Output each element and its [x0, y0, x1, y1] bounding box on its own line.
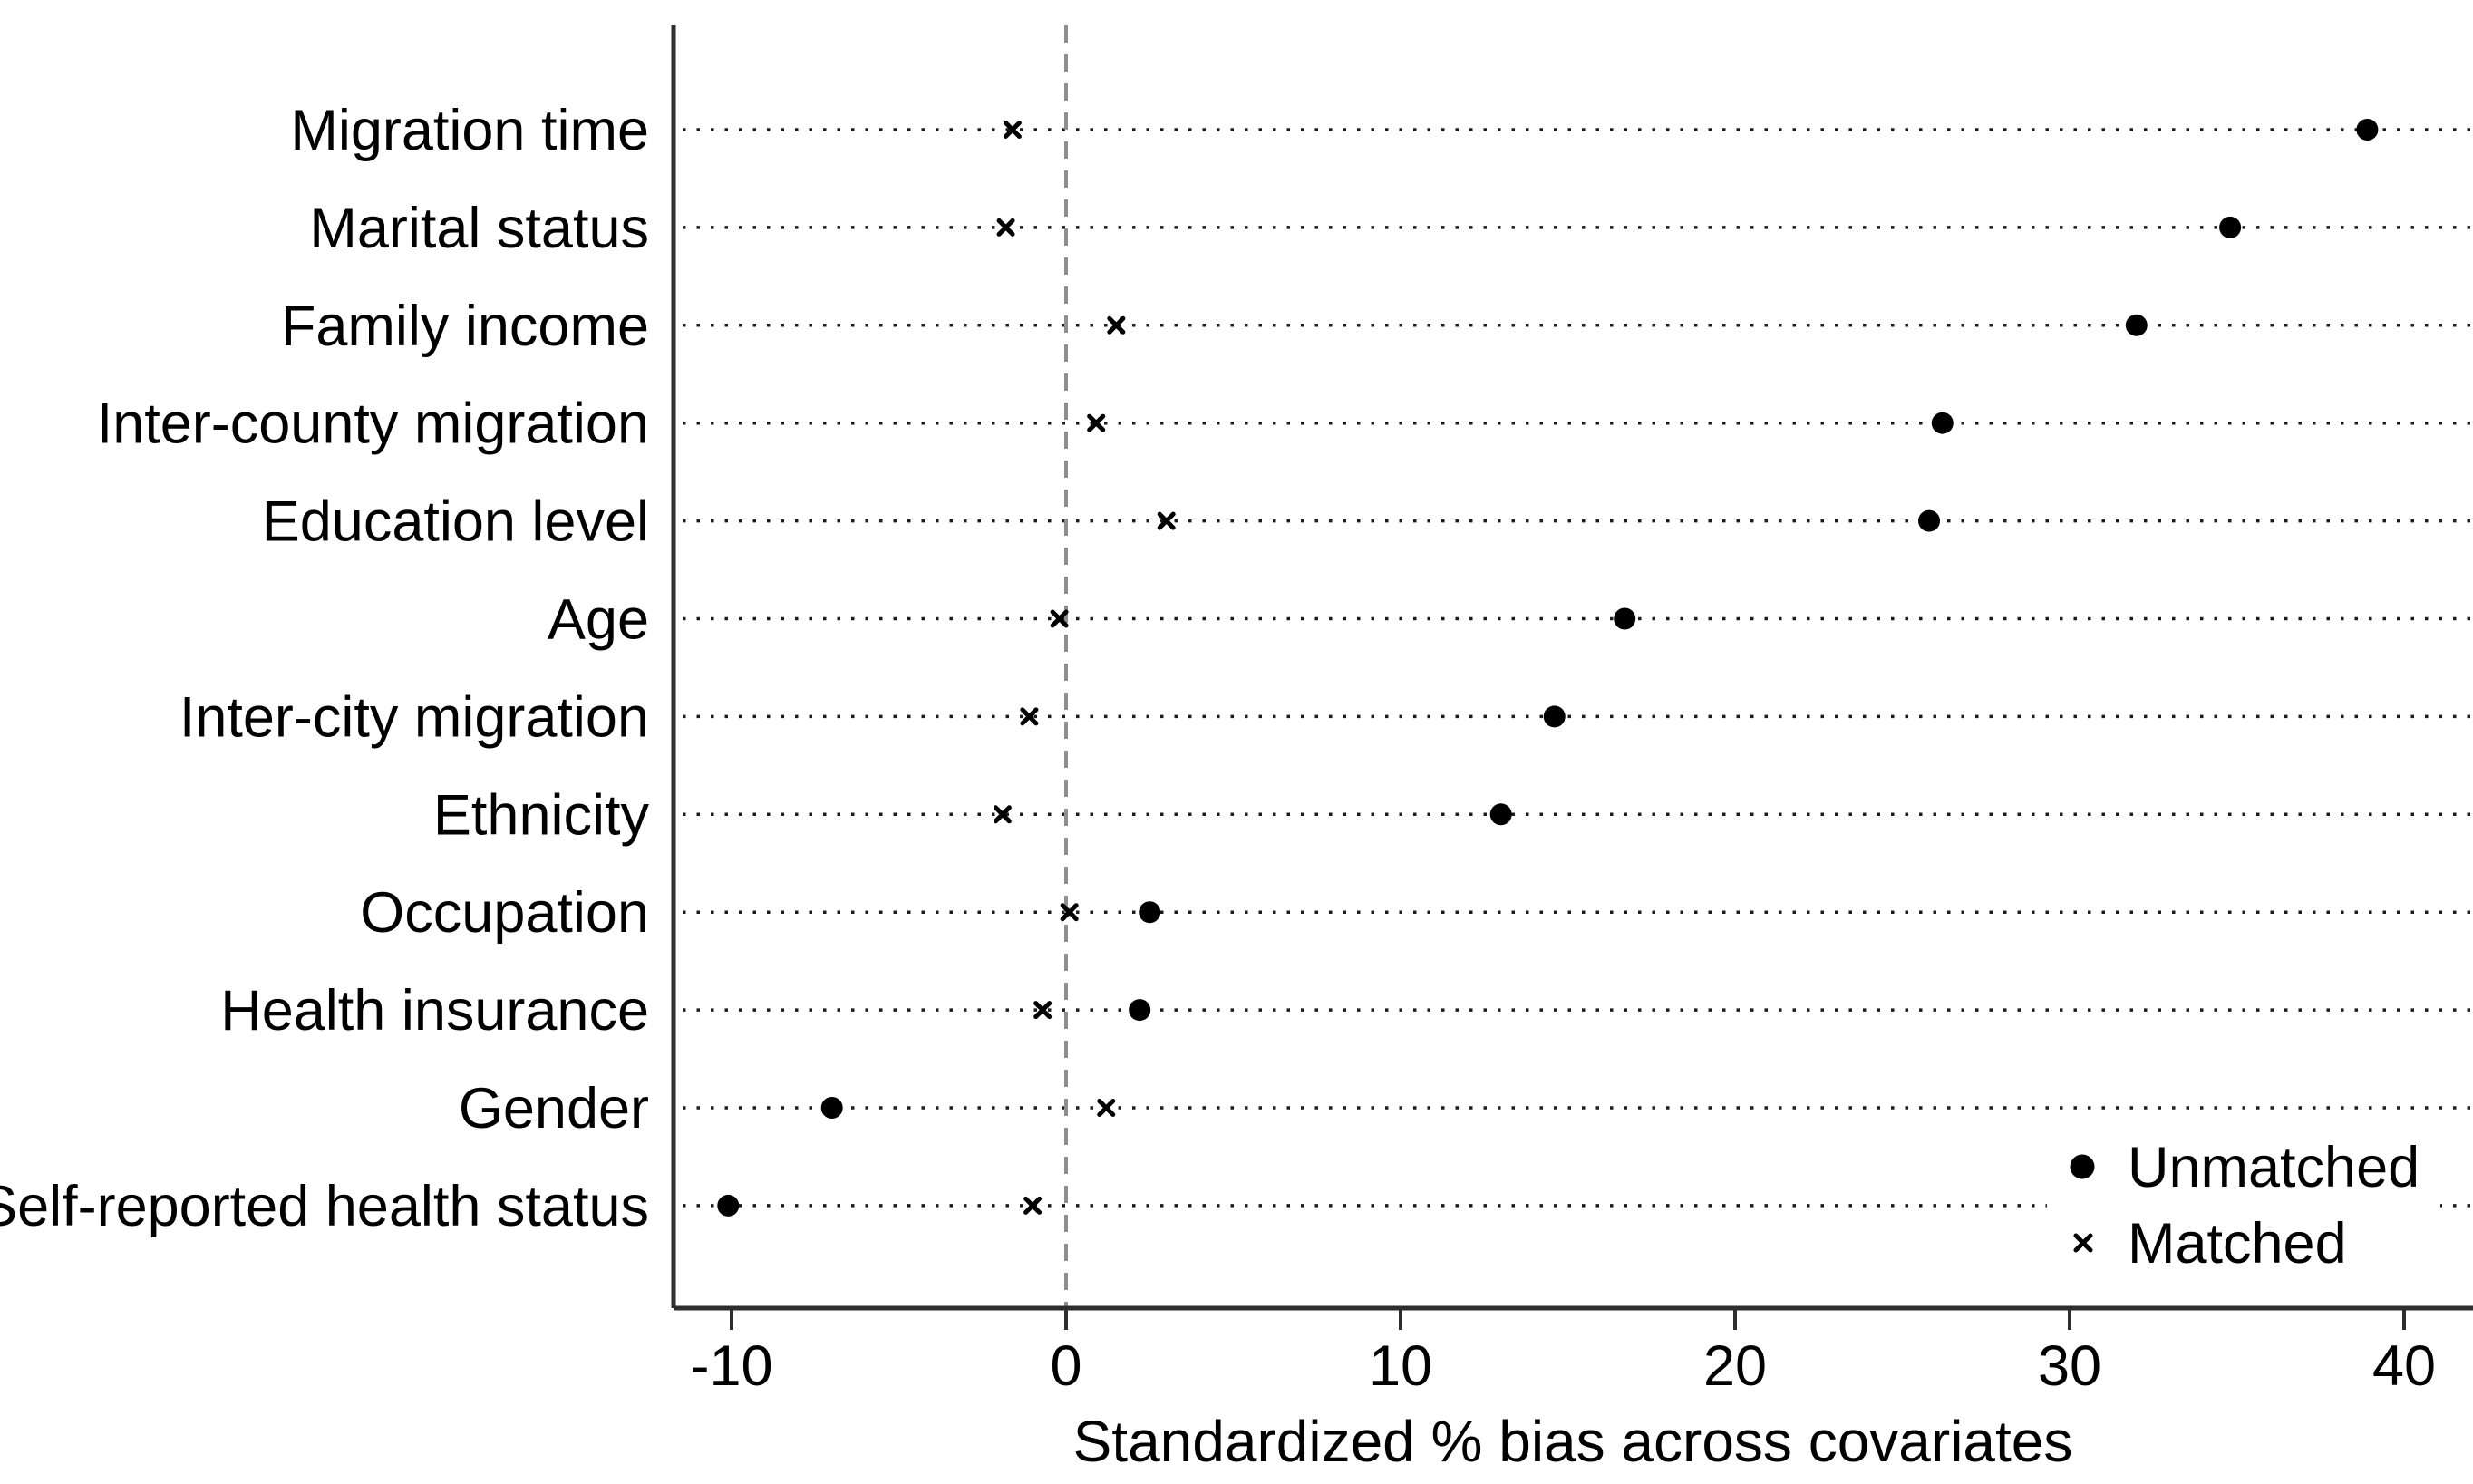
unmatched-marker	[1489, 803, 1512, 826]
matched-marker	[1003, 121, 1022, 139]
x-axis-title: Standardized % bias across covariates	[1073, 1409, 2073, 1474]
legend-background	[2047, 1122, 2440, 1295]
unmatched-marker	[2125, 314, 2148, 336]
markers-layer	[717, 119, 2379, 1217]
x-axis-tick-label: 40	[2372, 1334, 2436, 1398]
matched-marker	[993, 805, 1012, 824]
legend-unmatched-label: Unmatched	[2128, 1136, 2420, 1199]
matched-marker	[1087, 413, 1106, 432]
matched-marker	[1107, 315, 1126, 335]
category-label: Inter-city migration	[179, 685, 649, 749]
unmatched-marker	[1931, 412, 1954, 434]
legend-matched-marker	[2073, 1233, 2093, 1253]
category-label: Marital status	[309, 197, 649, 260]
matched-marker	[1097, 1099, 1116, 1117]
axes-layer: -10 0 10 20 30 40 Migration time Marital status…	[0, 25, 2473, 1398]
x-axis-tick-label: -10	[690, 1334, 772, 1398]
unmatched-marker	[2219, 216, 2242, 238]
x-axis-tick-label: 0	[1050, 1334, 1081, 1398]
unmatched-marker	[2356, 119, 2379, 141]
matched-marker	[996, 218, 1015, 237]
matched-marker	[1020, 707, 1039, 726]
matched-marker	[1060, 903, 1079, 922]
matched-marker	[1157, 511, 1176, 530]
grid-layer	[683, 25, 2473, 1308]
category-label: Age	[548, 588, 649, 652]
category-label: Migration time	[290, 99, 649, 162]
category-label: Education level	[262, 490, 649, 554]
unmatched-marker	[1129, 999, 1151, 1022]
matched-marker	[1050, 609, 1069, 628]
unmatched-marker	[820, 1097, 843, 1119]
legend-unmatched-marker	[2070, 1154, 2095, 1179]
unmatched-marker	[1614, 607, 1636, 630]
x-axis-tick-label: 10	[1369, 1334, 1432, 1398]
category-label: Ethnicity	[433, 783, 650, 847]
unmatched-marker	[717, 1194, 740, 1217]
category-label: Inter-county migration	[97, 393, 649, 456]
category-label: Self-reported health status	[0, 1175, 649, 1238]
category-label: Gender	[459, 1077, 649, 1140]
legend-matched-label: Matched	[2128, 1212, 2347, 1275]
unmatched-marker	[1918, 509, 1941, 532]
category-label: Occupation	[360, 881, 649, 945]
matched-marker	[1033, 1001, 1052, 1020]
matched-marker	[1023, 1196, 1043, 1215]
x-axis-tick-label: 20	[1703, 1334, 1767, 1398]
category-label: Family income	[281, 295, 649, 358]
category-label: Health insurance	[220, 979, 649, 1043]
legend: Unmatched Matched	[2047, 1122, 2440, 1295]
x-axis-tick-label: 30	[2038, 1334, 2101, 1398]
unmatched-marker	[1543, 705, 1566, 728]
unmatched-marker	[1139, 901, 1161, 924]
